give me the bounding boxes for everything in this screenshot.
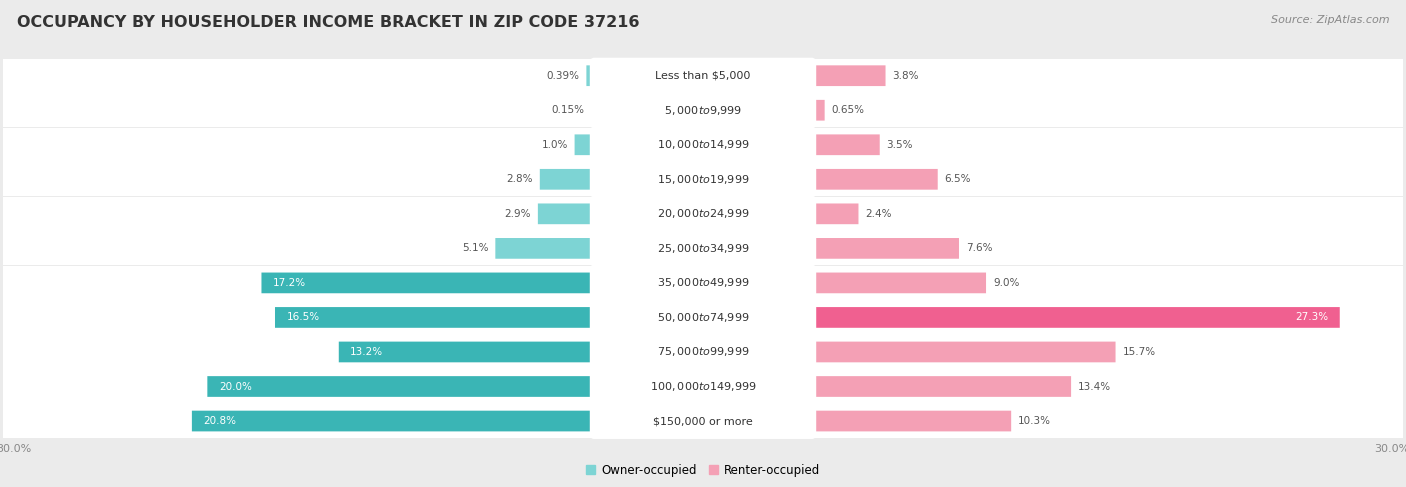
Text: $10,000 to $14,999: $10,000 to $14,999 [657, 138, 749, 151]
FancyBboxPatch shape [589, 403, 817, 439]
FancyBboxPatch shape [3, 93, 1403, 127]
FancyBboxPatch shape [3, 197, 1403, 231]
FancyBboxPatch shape [589, 230, 817, 266]
Text: 0.15%: 0.15% [551, 105, 583, 115]
FancyBboxPatch shape [813, 341, 1115, 362]
FancyBboxPatch shape [3, 128, 1403, 162]
FancyBboxPatch shape [813, 169, 938, 189]
Text: OCCUPANCY BY HOUSEHOLDER INCOME BRACKET IN ZIP CODE 37216: OCCUPANCY BY HOUSEHOLDER INCOME BRACKET … [17, 15, 640, 30]
Text: $20,000 to $24,999: $20,000 to $24,999 [657, 207, 749, 220]
FancyBboxPatch shape [813, 204, 859, 224]
FancyBboxPatch shape [575, 134, 593, 155]
FancyBboxPatch shape [813, 376, 1071, 397]
Text: 16.5%: 16.5% [287, 313, 319, 322]
FancyBboxPatch shape [191, 411, 593, 431]
Legend: Owner-occupied, Renter-occupied: Owner-occupied, Renter-occupied [581, 459, 825, 482]
Text: 2.9%: 2.9% [505, 209, 531, 219]
Text: 20.8%: 20.8% [204, 416, 236, 426]
FancyBboxPatch shape [813, 273, 986, 293]
FancyBboxPatch shape [262, 273, 593, 293]
Text: 27.3%: 27.3% [1295, 313, 1329, 322]
FancyBboxPatch shape [589, 196, 817, 232]
FancyBboxPatch shape [589, 334, 817, 370]
FancyBboxPatch shape [589, 265, 817, 301]
FancyBboxPatch shape [3, 370, 1403, 404]
FancyBboxPatch shape [813, 238, 959, 259]
Text: $15,000 to $19,999: $15,000 to $19,999 [657, 173, 749, 186]
Text: $75,000 to $99,999: $75,000 to $99,999 [657, 345, 749, 358]
Text: 3.8%: 3.8% [893, 71, 920, 81]
FancyBboxPatch shape [207, 376, 593, 397]
Text: 0.65%: 0.65% [831, 105, 865, 115]
FancyBboxPatch shape [3, 162, 1403, 196]
FancyBboxPatch shape [3, 58, 1403, 93]
FancyBboxPatch shape [589, 161, 817, 197]
Text: $5,000 to $9,999: $5,000 to $9,999 [664, 104, 742, 117]
FancyBboxPatch shape [589, 127, 817, 163]
Text: $50,000 to $74,999: $50,000 to $74,999 [657, 311, 749, 324]
FancyBboxPatch shape [589, 92, 817, 128]
FancyBboxPatch shape [276, 307, 593, 328]
Text: 6.5%: 6.5% [945, 174, 972, 184]
FancyBboxPatch shape [813, 411, 1011, 431]
Text: 9.0%: 9.0% [993, 278, 1019, 288]
FancyBboxPatch shape [591, 100, 593, 121]
Text: 13.2%: 13.2% [350, 347, 384, 357]
FancyBboxPatch shape [813, 307, 1340, 328]
FancyBboxPatch shape [813, 65, 886, 86]
FancyBboxPatch shape [813, 100, 825, 121]
Text: $25,000 to $34,999: $25,000 to $34,999 [657, 242, 749, 255]
FancyBboxPatch shape [495, 238, 593, 259]
Text: 5.1%: 5.1% [463, 244, 488, 253]
Text: $150,000 or more: $150,000 or more [654, 416, 752, 426]
FancyBboxPatch shape [3, 300, 1403, 335]
Text: Source: ZipAtlas.com: Source: ZipAtlas.com [1271, 15, 1389, 25]
FancyBboxPatch shape [589, 369, 817, 405]
FancyBboxPatch shape [589, 58, 817, 94]
FancyBboxPatch shape [589, 300, 817, 336]
FancyBboxPatch shape [3, 266, 1403, 300]
Text: 1.0%: 1.0% [541, 140, 568, 150]
Text: 0.39%: 0.39% [547, 71, 579, 81]
Text: 20.0%: 20.0% [219, 381, 252, 392]
Text: 10.3%: 10.3% [1018, 416, 1052, 426]
Text: 13.4%: 13.4% [1078, 381, 1111, 392]
Text: 7.6%: 7.6% [966, 244, 993, 253]
FancyBboxPatch shape [813, 134, 880, 155]
Text: 17.2%: 17.2% [273, 278, 307, 288]
Text: 3.5%: 3.5% [887, 140, 912, 150]
FancyBboxPatch shape [540, 169, 593, 189]
Text: $100,000 to $149,999: $100,000 to $149,999 [650, 380, 756, 393]
FancyBboxPatch shape [3, 404, 1403, 438]
FancyBboxPatch shape [339, 341, 593, 362]
Text: Less than $5,000: Less than $5,000 [655, 71, 751, 81]
FancyBboxPatch shape [538, 204, 593, 224]
Text: 2.4%: 2.4% [865, 209, 891, 219]
FancyBboxPatch shape [586, 65, 593, 86]
Text: 2.8%: 2.8% [506, 174, 533, 184]
Text: 15.7%: 15.7% [1122, 347, 1156, 357]
Text: $35,000 to $49,999: $35,000 to $49,999 [657, 277, 749, 289]
FancyBboxPatch shape [3, 335, 1403, 369]
FancyBboxPatch shape [3, 231, 1403, 265]
